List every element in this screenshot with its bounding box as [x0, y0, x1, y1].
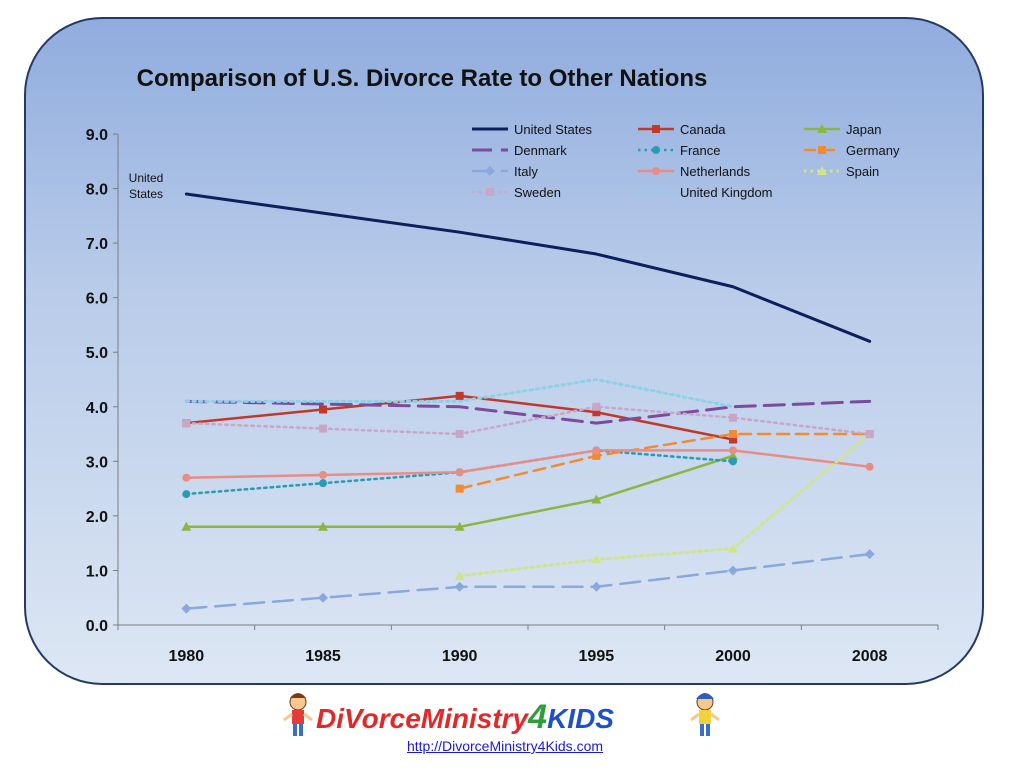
series-line-netherlands	[185, 449, 871, 479]
legend: United States Canada Japan Denmark France Ger…	[472, 122, 900, 200]
legend-label-denmark: Denmark	[514, 143, 567, 158]
data-point-germany	[592, 451, 601, 460]
chart-title: Comparison of U.S. Divorce Rate to Other…	[137, 65, 708, 92]
data-point-france	[319, 479, 327, 488]
legend-label-france: France	[680, 143, 720, 158]
series-markers	[181, 391, 875, 614]
data-point-france	[729, 457, 737, 466]
data-point-italy	[864, 549, 875, 560]
x-tick-label: 1980	[169, 648, 205, 665]
data-point-japan	[454, 521, 465, 531]
data-point-netherlands	[182, 473, 191, 482]
x-tick-label: 2000	[715, 648, 751, 665]
legend-marker-spain	[817, 166, 827, 175]
data-point-japan	[728, 450, 738, 460]
data-point-sweden	[319, 424, 327, 433]
series-line-germany	[458, 432, 871, 490]
legend-marker-netherlands	[652, 167, 660, 175]
annotations: United States	[129, 171, 164, 201]
data-point-sweden	[455, 430, 464, 439]
legend-marker-japan	[817, 124, 827, 133]
y-tick-label: 0.0	[86, 618, 108, 635]
legend-marker-canada	[652, 125, 660, 133]
data-point-japan	[318, 521, 328, 531]
data-point-france	[182, 490, 191, 499]
legend-marker-france	[652, 146, 660, 154]
y-tick-label: 1.0	[86, 563, 108, 580]
legend-marker-italy	[485, 166, 495, 176]
data-point-canada	[729, 435, 737, 444]
logo-kids: KIDS	[547, 703, 614, 734]
footer-logo: DiVorceMinistry4KIDS	[283, 693, 720, 736]
data-point-netherlands	[865, 462, 874, 471]
data-point-netherlands	[729, 446, 737, 455]
y-tick-label: 6.0	[86, 291, 108, 308]
legend-label-italy: Italy	[514, 164, 538, 179]
logo-divorce: DiVorce	[316, 703, 421, 734]
data-point-spain	[591, 554, 602, 564]
data-point-sweden	[182, 419, 191, 428]
data-point-netherlands	[319, 470, 327, 479]
data-point-netherlands	[592, 446, 601, 455]
data-point-sweden	[865, 430, 874, 439]
legend-label-sweden: Sweden	[514, 185, 561, 200]
series-line-spain	[458, 432, 872, 578]
series-line-united-kingdom	[184, 378, 735, 409]
kid-boy-icon	[690, 693, 720, 736]
series-lines	[184, 192, 872, 610]
legend-label-united-states: United States	[514, 122, 593, 137]
series-line-united-states	[184, 192, 872, 343]
legend-label-japan: Japan	[846, 122, 881, 137]
data-point-canada	[592, 408, 601, 417]
x-tick-label: 1985	[305, 648, 341, 665]
legend-label-germany: Germany	[846, 143, 900, 158]
data-point-canada	[455, 391, 464, 400]
y-tick-label: 8.0	[86, 182, 108, 199]
svg-text:DiVorceMinistry4KIDS: DiVorceMinistry4KIDS	[316, 698, 614, 736]
y-tick-label: 2.0	[86, 509, 108, 526]
data-point-italy	[454, 581, 465, 592]
data-point-spain	[728, 543, 738, 553]
kid-girl-icon	[283, 693, 313, 736]
data-point-canada	[319, 405, 327, 414]
x-tick-label: 1995	[579, 648, 615, 665]
legend-marker-germany	[818, 146, 826, 154]
annotation-label: United States	[129, 171, 164, 201]
chart-panel: Comparison of U.S. Divorce Rate to Other…	[24, 17, 984, 685]
legend-marker-sweden	[486, 188, 494, 196]
data-point-sweden	[729, 413, 737, 422]
website-link[interactable]: http://DivorceMinistry4Kids.com	[406, 738, 604, 754]
legend-label-united-kingdom: United Kingdom	[680, 185, 773, 200]
legend-label-netherlands: Netherlands	[680, 164, 751, 179]
data-point-japan	[181, 521, 192, 531]
data-point-italy	[318, 592, 328, 603]
data-point-spain	[454, 570, 465, 580]
data-point-sweden	[592, 402, 601, 411]
data-point-netherlands	[455, 468, 464, 477]
data-point-italy	[591, 581, 602, 592]
legend-label-spain: Spain	[846, 164, 879, 179]
data-point-italy	[181, 603, 192, 614]
logo-four: 4	[527, 698, 547, 736]
y-tick-label: 5.0	[86, 345, 108, 362]
series-line-italy	[185, 552, 871, 610]
data-point-japan	[591, 494, 602, 504]
axes: 0.0 1.0 2.0 3.0 4.0 5.0 6.0 7.0 8.0 9.0 1980 1985 19…	[86, 127, 939, 665]
data-point-germany	[455, 484, 464, 493]
data-point-italy	[728, 565, 738, 576]
x-tick-label: 1990	[442, 648, 478, 665]
y-tick-label: 7.0	[86, 236, 108, 253]
legend-label-canada: Canada	[680, 122, 726, 137]
series-line-denmark	[184, 399, 872, 425]
series-line-sweden	[185, 405, 871, 436]
y-tick-label: 9.0	[86, 127, 108, 144]
line-chart: Comparison of U.S. Divorce Rate to Other…	[86, 65, 939, 665]
y-tick-label: 4.0	[86, 400, 108, 417]
y-tick-label: 3.0	[86, 454, 108, 471]
x-tick-label: 2008	[852, 648, 888, 665]
data-point-germany	[729, 430, 737, 439]
logo-ministry: Ministry	[421, 703, 530, 734]
